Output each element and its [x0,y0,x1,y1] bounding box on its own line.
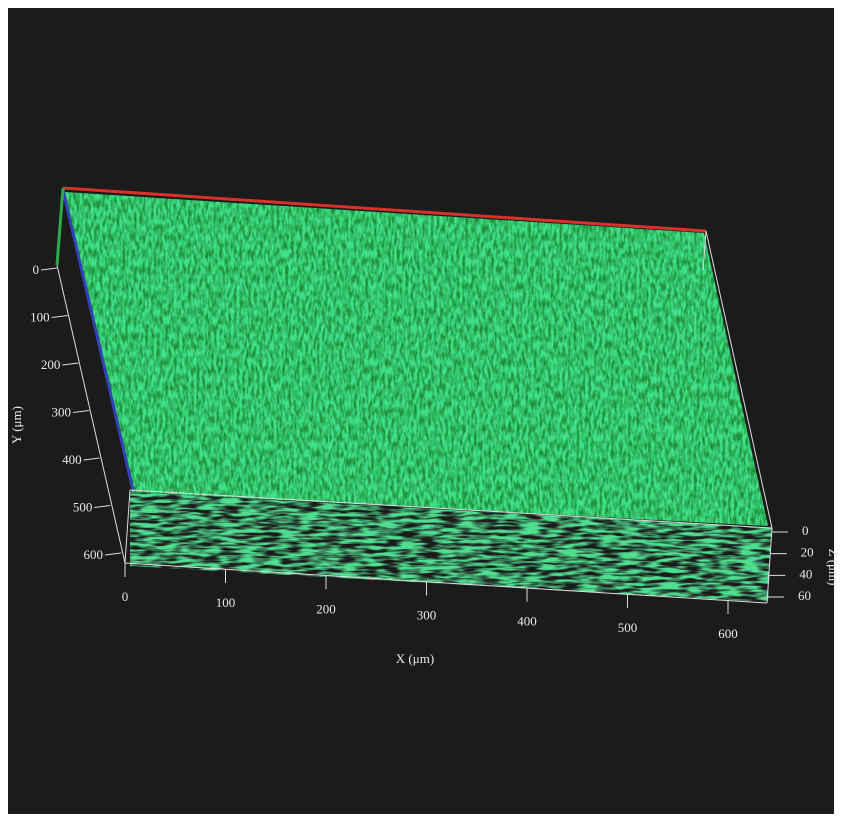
z-tick-label: 60 [798,588,811,603]
z-tick-label: 40 [799,566,812,581]
screenshot: X (μm) Y (μm) Z (μm) 0100200300400500600… [0,0,842,822]
x-axis-label: X (μm) [396,651,434,666]
x-tick-label: 400 [517,614,537,629]
y-tick-label: 100 [30,309,50,324]
y-tick-label: 0 [33,262,40,277]
x-tick-label: 500 [618,620,638,635]
x-tick-label: 300 [417,607,437,622]
biofilm-texture [65,192,768,526]
z-axis-label: Z (μm) [826,549,841,586]
y-tick-label: 400 [62,452,82,467]
y-tick-label: 300 [52,404,72,419]
x-tick-label: 200 [316,601,336,616]
x-tick-label: 100 [216,595,236,610]
y-tick-label: 500 [73,499,93,514]
y-tick-label: 200 [41,357,61,372]
z-tick-label: 0 [802,523,809,538]
y-tick-label: 600 [84,547,104,562]
x-tick-label: 600 [718,626,738,641]
y-axis-label: Y (μm) [9,406,24,444]
x-tick-label: 0 [122,589,129,604]
z-tick-label: 20 [801,545,814,560]
